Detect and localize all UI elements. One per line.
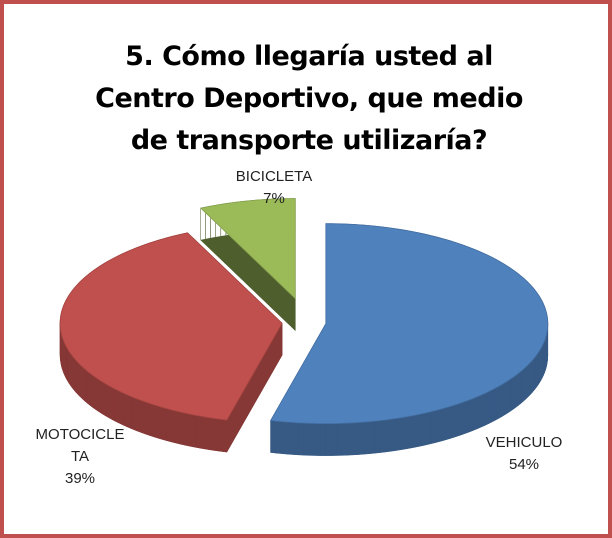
label-value: 39% — [64, 470, 96, 487]
label-value: 54% — [508, 456, 540, 473]
label-name: BICICLETA — [235, 168, 313, 185]
label-name: MOTOCICLETA — [35, 426, 125, 465]
data-label: MOTOCICLETA 39% — [32, 424, 128, 490]
data-label: BICICLETA 7% — [224, 166, 324, 210]
chart-title: 5. Cómo llegaría usted al Centro Deporti… — [95, 41, 523, 156]
label-value: 7% — [263, 190, 285, 207]
data-label: VEHICULO 54% — [474, 432, 574, 476]
slice — [59, 232, 283, 421]
label-name: VEHICULO — [485, 434, 563, 451]
slice — [199, 198, 296, 300]
chart — [59, 198, 549, 456]
slice — [269, 223, 549, 425]
